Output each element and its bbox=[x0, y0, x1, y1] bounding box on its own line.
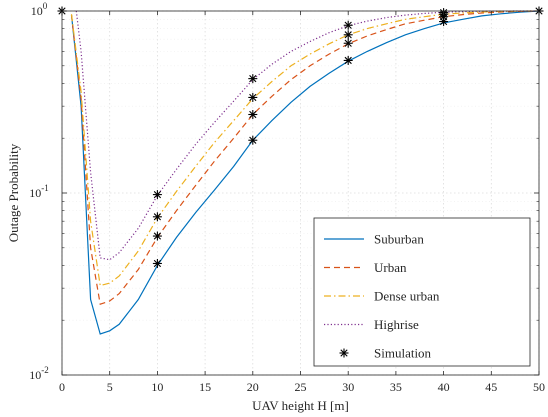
y-tick-exponent: 0 bbox=[43, 1, 48, 11]
x-tick-label: 10 bbox=[151, 380, 163, 394]
y-tick-label: 10-2 bbox=[29, 365, 49, 382]
legend-label-urban: Urban bbox=[374, 260, 407, 275]
y-tick-base: 10 bbox=[29, 186, 41, 200]
simulation-point bbox=[248, 109, 258, 119]
y-axis-title: Outage Probability bbox=[6, 143, 21, 242]
simulation-point bbox=[152, 212, 162, 222]
legend-label-simulation: Simulation bbox=[374, 346, 432, 361]
x-tick-label: 5 bbox=[107, 380, 113, 394]
legend-box bbox=[313, 217, 531, 367]
simulation-point bbox=[152, 231, 162, 241]
y-tick-base: 10 bbox=[31, 4, 43, 18]
x-tick-label: 25 bbox=[295, 380, 307, 394]
x-tick-label: 40 bbox=[438, 380, 450, 394]
x-tick-label: 15 bbox=[199, 380, 211, 394]
simulation-point bbox=[343, 30, 353, 40]
y-tick-label: 100 bbox=[31, 1, 48, 18]
y-tick-base: 10 bbox=[29, 368, 41, 382]
x-tick-label: 35 bbox=[390, 380, 402, 394]
simulation-point bbox=[152, 258, 162, 268]
legend-swatch-simulation bbox=[339, 348, 349, 358]
x-tick-label: 20 bbox=[247, 380, 259, 394]
series-lines bbox=[70, 10, 540, 335]
simulation-point bbox=[343, 55, 353, 65]
y-tick-exponent: -1 bbox=[41, 183, 49, 193]
simulation-markers bbox=[57, 6, 544, 268]
simulation-point bbox=[152, 190, 162, 200]
x-tick-label: 30 bbox=[342, 380, 354, 394]
y-tick-label: 10-1 bbox=[29, 183, 49, 200]
legend: Suburban Urban Dense urban Highrise Simulati… bbox=[313, 217, 531, 367]
x-tick-label: 45 bbox=[485, 380, 497, 394]
legend-label-dense-urban: Dense urban bbox=[374, 289, 440, 304]
legend-label-highrise: Highrise bbox=[374, 317, 419, 332]
series-line-dense-urban bbox=[70, 10, 540, 287]
simulation-point bbox=[343, 20, 353, 30]
x-tick-label: 0 bbox=[59, 380, 65, 394]
simulation-point bbox=[248, 92, 258, 102]
series-line-suburban bbox=[70, 10, 540, 335]
simulation-point bbox=[248, 135, 258, 145]
series-line-highrise bbox=[75, 10, 539, 261]
series-line-urban bbox=[70, 10, 540, 305]
legend-label-suburban: Suburban bbox=[374, 232, 424, 247]
y-tick-exponent: -2 bbox=[41, 365, 49, 375]
simulation-point bbox=[248, 74, 258, 84]
x-axis-title: UAV height H [m] bbox=[252, 398, 349, 413]
simulation-point bbox=[343, 38, 353, 48]
x-tick-label: 50 bbox=[533, 380, 545, 394]
